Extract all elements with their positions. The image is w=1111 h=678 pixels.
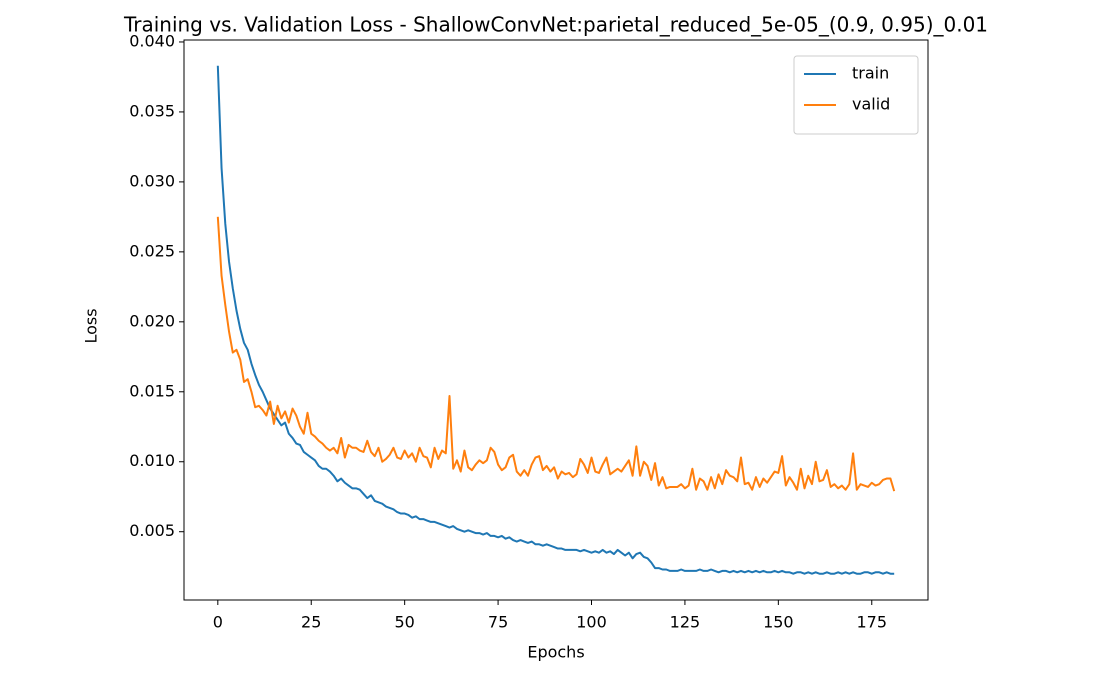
y-tick-label: 0.025 (129, 241, 175, 260)
y-tick-label: 0.010 (129, 451, 175, 470)
y-tick-label: 0.040 (129, 31, 175, 50)
x-tick-label: 25 (301, 613, 321, 632)
line-series (216, 65, 895, 575)
x-tick-label: 75 (488, 613, 508, 632)
x-tick-label: 100 (576, 613, 607, 632)
x-tick-label: 150 (763, 613, 794, 632)
legend-label: train (852, 64, 889, 83)
chart-title: Training vs. Validation Loss - ShallowCo… (123, 13, 988, 37)
y-tick-label: 0.020 (129, 311, 175, 330)
y-tick-label: 0.005 (129, 521, 175, 540)
legend-label: valid (852, 95, 890, 114)
x-tick-label: 50 (394, 613, 414, 632)
y-tick-label: 0.035 (129, 101, 175, 120)
y-tick-label: 0.015 (129, 381, 175, 400)
y-axis-label: Loss (82, 308, 101, 343)
x-tick-label: 125 (670, 613, 701, 632)
x-axis-label: Epochs (527, 643, 584, 662)
legend-box (793, 55, 919, 135)
y-tick-label: 0.030 (129, 171, 175, 190)
x-tick-label: 0 (213, 613, 223, 632)
x-tick-label: 175 (856, 613, 887, 632)
line-series (216, 216, 896, 492)
plot-frame (183, 39, 929, 601)
